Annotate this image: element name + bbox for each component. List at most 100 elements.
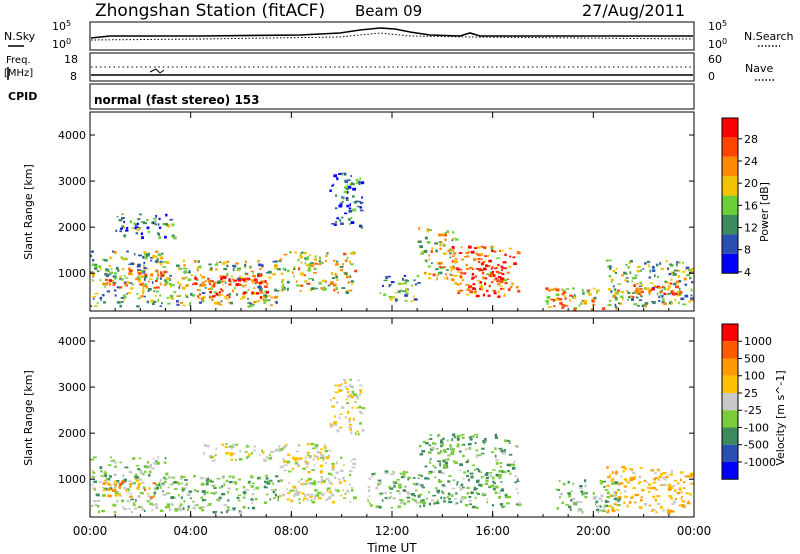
data-cell (503, 470, 507, 474)
data-cell (354, 432, 357, 436)
data-cell (612, 270, 616, 273)
data-cell (581, 510, 584, 514)
data-cell (440, 444, 443, 448)
data-cell (139, 469, 142, 473)
data-cell (335, 262, 339, 266)
data-cell (609, 267, 612, 271)
data-cell (678, 488, 682, 491)
data-cell (645, 287, 650, 290)
data-cell (132, 504, 136, 506)
data-cell (272, 482, 274, 486)
data-cell (480, 258, 483, 261)
data-cell (184, 479, 188, 481)
data-cell (156, 258, 159, 262)
data-cell (240, 298, 244, 300)
data-cell (245, 489, 250, 491)
data-cell (112, 503, 117, 507)
data-cell (379, 292, 382, 294)
data-cell (236, 283, 239, 285)
data-cell (417, 240, 422, 243)
data-cell (624, 495, 628, 498)
data-cell (137, 218, 141, 221)
data-cell (189, 302, 192, 305)
data-cell (258, 476, 261, 480)
data-cell (129, 495, 133, 498)
data-cell (548, 289, 551, 292)
data-cell (655, 511, 658, 514)
data-cell (304, 257, 308, 260)
data-cell (220, 277, 223, 281)
data-cell (417, 474, 422, 476)
data-cell (123, 275, 126, 277)
data-cell (146, 300, 150, 304)
data-cell (208, 263, 212, 266)
data-cell (168, 278, 171, 281)
colorbar-swatch (722, 324, 738, 342)
data-cell (149, 278, 153, 280)
data-cell (654, 274, 656, 278)
data-cell (418, 477, 421, 480)
data-cell (357, 379, 360, 382)
data-cell (108, 477, 111, 480)
data-cell (468, 496, 472, 498)
data-cell (499, 281, 502, 285)
data-cell (674, 273, 677, 276)
data-cell (178, 505, 182, 509)
data-cell (326, 252, 329, 255)
data-cell (641, 284, 643, 287)
data-cell (367, 499, 369, 502)
data-region (165, 259, 282, 308)
data-cell (648, 292, 651, 296)
data-cell (429, 459, 432, 462)
data-cell (122, 474, 125, 477)
data-cell (125, 488, 127, 492)
data-cell (652, 486, 656, 490)
data-cell (668, 273, 672, 276)
data-cell (302, 482, 306, 485)
data-cell (138, 254, 142, 257)
data-cell (196, 266, 200, 269)
data-cell (484, 482, 489, 486)
data-cell (151, 221, 155, 225)
data-cell (361, 407, 366, 410)
data-cell (494, 447, 497, 450)
data-cell (163, 461, 167, 464)
data-cell (213, 511, 217, 513)
data-cell (631, 277, 636, 280)
data-cell (643, 479, 647, 482)
data-cell (481, 452, 485, 455)
data-cell (429, 434, 433, 436)
data-cell (348, 209, 352, 213)
data-cell (146, 226, 150, 230)
data-cell (513, 262, 517, 266)
data-cell (480, 245, 484, 248)
data-cell (174, 509, 178, 512)
data-cell (221, 493, 226, 496)
data-cell (355, 394, 358, 398)
data-cell (463, 443, 466, 446)
data-cell (297, 480, 301, 483)
data-cell (486, 290, 489, 293)
data-cell (227, 487, 231, 490)
data-region (329, 172, 365, 229)
data-cell (471, 464, 476, 467)
data-cell (389, 298, 393, 301)
data-cell (491, 270, 494, 273)
data-cell (182, 476, 186, 478)
data-cell (320, 262, 324, 264)
data-cell (279, 448, 283, 451)
data-cell (278, 449, 282, 453)
data-cell (545, 299, 550, 303)
data-cell (121, 225, 125, 228)
data-cell (680, 491, 683, 493)
data-cell (629, 260, 633, 263)
data-cell (251, 275, 254, 277)
data-cell (498, 495, 502, 499)
data-cell (511, 282, 514, 286)
data-cell (638, 299, 643, 301)
data-cell (164, 235, 167, 239)
data-cell (657, 275, 659, 278)
data-cell (508, 247, 513, 250)
data-cell (299, 457, 303, 460)
y-tick-label: 3000 (58, 381, 86, 394)
